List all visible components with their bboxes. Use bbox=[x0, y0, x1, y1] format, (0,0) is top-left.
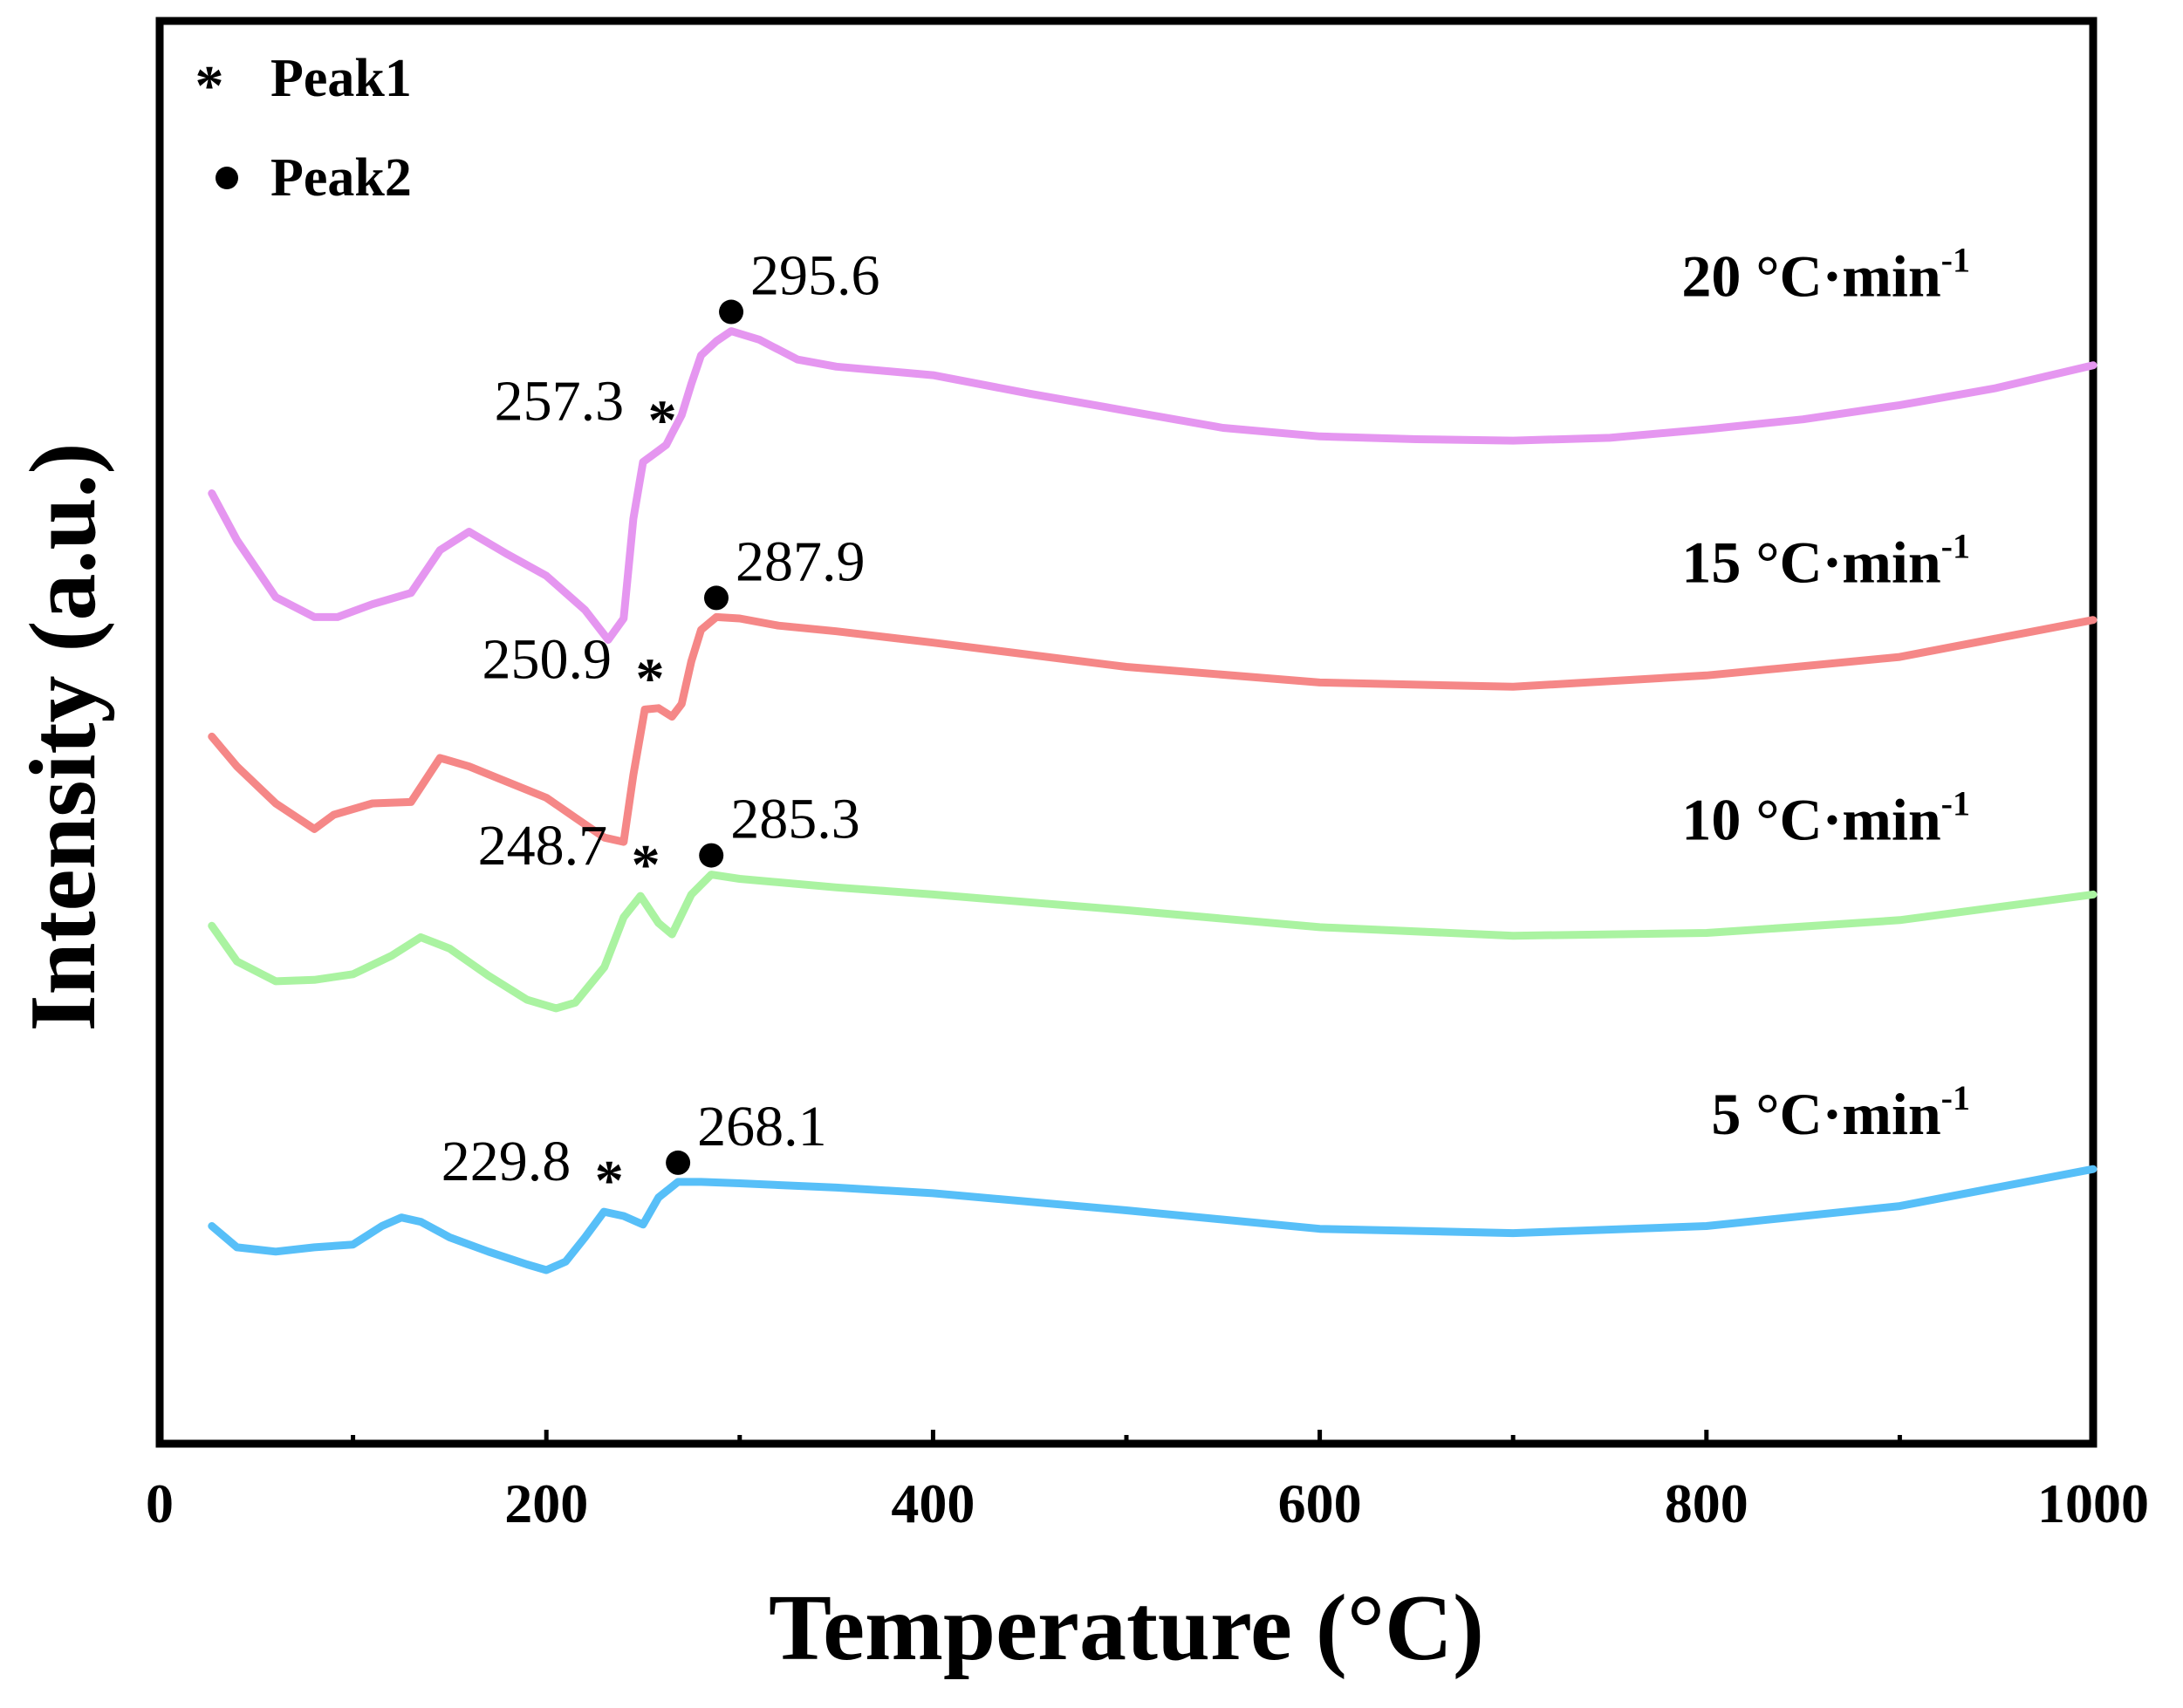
peak2-label: 287.9 bbox=[736, 529, 866, 593]
series-label-1: 15 °C·min-1 bbox=[1681, 526, 1970, 595]
series-label-0: 20 °C·min-1 bbox=[1681, 241, 1970, 310]
x-tick-label: 0 bbox=[146, 1472, 174, 1534]
curves-group bbox=[208, 327, 2097, 1274]
legend-star-marker: * bbox=[195, 54, 224, 118]
x-tick-label: 800 bbox=[1665, 1472, 1748, 1534]
annotations-group: 20 °C·min-1 * 257.3 295.6 15 °C·min-1 * 250.9 2… bbox=[441, 241, 1970, 1213]
x-tick-label: 1000 bbox=[2037, 1472, 2149, 1534]
x-ticks-group: 0 200 400 600 800 1000 bbox=[146, 1430, 2149, 1534]
x-tick-label: 200 bbox=[504, 1472, 588, 1534]
peak1-label: 248.7 bbox=[478, 814, 608, 878]
x-tick-label: 400 bbox=[891, 1472, 975, 1534]
series-label-sup: -1 bbox=[1941, 784, 1970, 823]
peak2-label: 268.1 bbox=[697, 1095, 827, 1158]
peak1-label: 229.8 bbox=[441, 1130, 571, 1193]
legend-dot-marker bbox=[216, 167, 238, 189]
series-label-sup: -1 bbox=[1941, 241, 1970, 280]
peak2-label: 295.6 bbox=[750, 244, 880, 308]
peak1-marker: * bbox=[648, 389, 677, 453]
x-axis-title: Temperature (°C) bbox=[769, 1576, 1484, 1680]
peak1-label: 250.9 bbox=[482, 627, 612, 691]
plot-frame bbox=[155, 17, 2097, 1448]
x-tick-label: 600 bbox=[1278, 1472, 1362, 1534]
peak2-marker bbox=[699, 843, 724, 868]
series-line-1 bbox=[208, 612, 2097, 846]
series-label-sup: -1 bbox=[1941, 1078, 1970, 1117]
series-label-3: 5 °C·min-1 bbox=[1711, 1078, 1970, 1147]
series-line-0 bbox=[208, 327, 2097, 644]
peak2-marker bbox=[666, 1150, 691, 1175]
peak1-label: 257.3 bbox=[495, 370, 625, 434]
legend-peak1-label: Peak1 bbox=[270, 49, 412, 108]
series-line-2 bbox=[208, 871, 2097, 1013]
legend: * Peak1 Peak2 bbox=[195, 49, 412, 208]
series-line-3 bbox=[208, 1165, 2097, 1274]
legend-peak2-label: Peak2 bbox=[270, 148, 412, 208]
y-axis-title: Intensity (a.u.) bbox=[11, 442, 115, 1031]
peak1-marker: * bbox=[635, 646, 664, 710]
peak1-marker: * bbox=[632, 833, 660, 897]
peak2-marker bbox=[703, 585, 729, 611]
peak1-marker: * bbox=[595, 1149, 624, 1213]
peak2-label: 285.3 bbox=[730, 788, 860, 851]
peak2-marker bbox=[719, 299, 744, 325]
series-label-sup: -1 bbox=[1941, 526, 1970, 565]
series-label-2: 10 °C·min-1 bbox=[1681, 784, 1970, 853]
